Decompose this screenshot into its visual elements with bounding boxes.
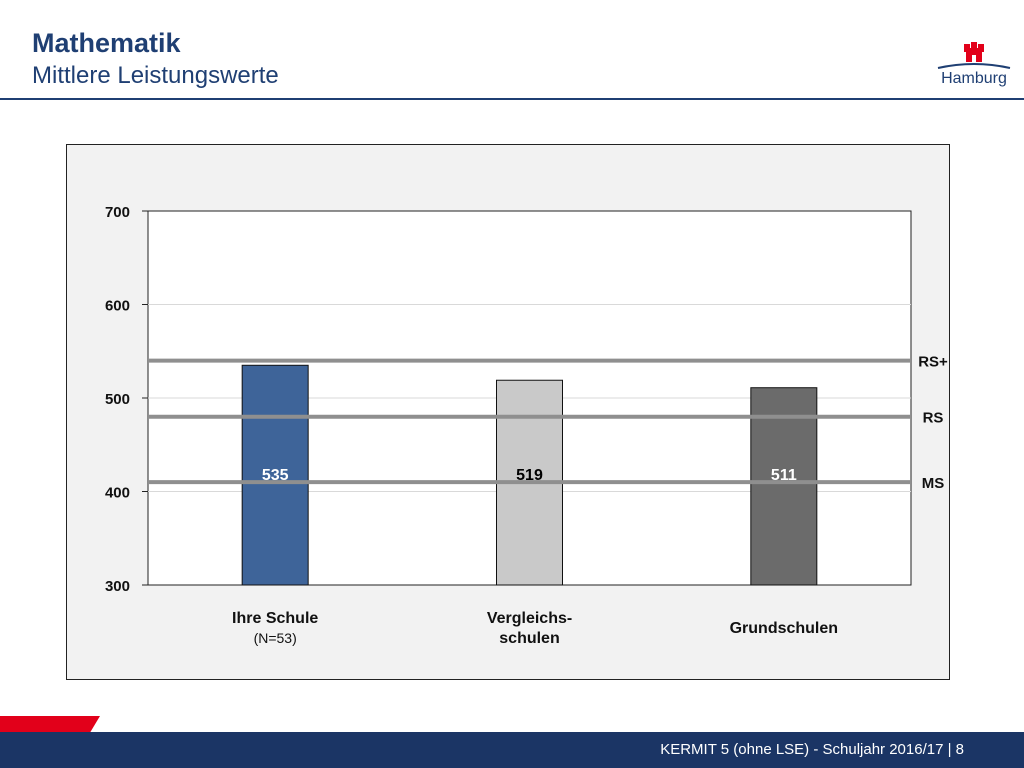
bar-layer — [241, 364, 818, 586]
data-label: 519 — [516, 467, 543, 484]
page-title: Mathematik — [32, 28, 181, 58]
y-tick-label: 700 — [105, 204, 130, 221]
hamburg-logo: Hamburg — [932, 40, 1016, 92]
category-label: Ihre Schule — [232, 610, 318, 627]
bar — [750, 387, 818, 586]
reference-line-label: MS — [922, 475, 945, 492]
reference-line-label: RS+ — [918, 354, 948, 371]
y-tick-label: 400 — [105, 485, 130, 502]
y-tick-label: 500 — [105, 391, 130, 408]
category-label: schulen — [499, 630, 559, 647]
data-label: 535 — [262, 467, 289, 484]
logo-text: Hamburg — [941, 70, 1007, 87]
footer-text: KERMIT 5 (ohne LSE) - Schuljahr 2016/17 … — [660, 741, 964, 758]
bar — [241, 364, 309, 586]
reference-line-label: RS — [923, 410, 944, 427]
footer-bar — [0, 732, 1024, 768]
category-label: (N=53) — [254, 630, 297, 646]
chart-frame: 300 400 500 600 700 RS+ RS MS 535 519 511 Ihre Sc… — [66, 144, 950, 680]
page-subtitle: Mittlere Leistungswerte — [32, 62, 279, 89]
category-label: Vergleichs- — [487, 610, 572, 627]
label-layer: 535 519 511 Ihre Schule (N=53) Vergleichs-sch… — [232, 467, 838, 647]
castle-icon — [937, 42, 1011, 69]
bar-chart: 300 400 500 600 700 RS+ RS MS 535 519 511 Ihre Sc… — [105, 204, 948, 647]
y-tick-label: 600 — [105, 298, 130, 315]
y-tick-label: 300 — [105, 578, 130, 595]
data-label: 511 — [771, 467, 797, 484]
category-label: Grundschulen — [730, 620, 838, 637]
reference-line-layer: RS+ RS MS — [148, 354, 948, 492]
header-divider — [0, 98, 1024, 100]
